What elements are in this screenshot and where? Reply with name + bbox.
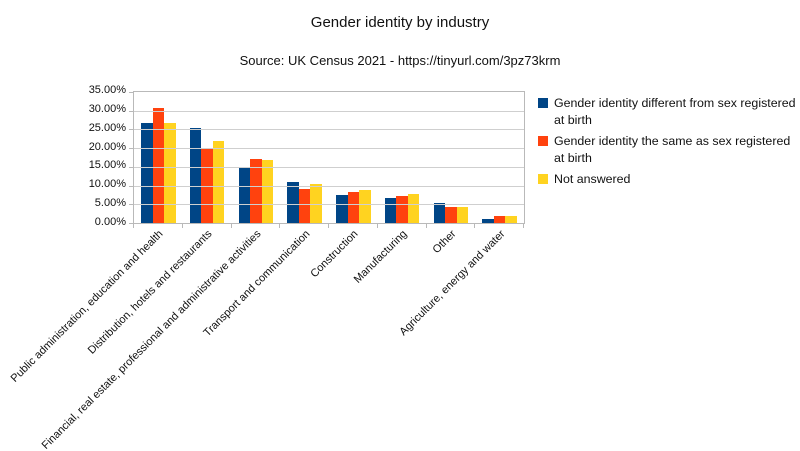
legend-label: Gender identity the same as sex register… [554, 134, 791, 165]
y-axis-tick-label: 30.00% [88, 102, 126, 115]
bar-groups [134, 92, 524, 223]
bar-group [232, 92, 281, 223]
bar [152, 107, 165, 223]
x-axis-category-label: Distribution, hotels and restaurants [85, 228, 215, 357]
x-axis-tick [523, 224, 524, 228]
y-axis-tick-label: 0.00% [94, 216, 126, 228]
legend-swatch-icon [538, 98, 548, 108]
bar [433, 202, 446, 223]
y-axis-tick [129, 223, 134, 224]
bar-group [475, 92, 524, 223]
bar [336, 194, 348, 223]
y-axis-tick-label: 25.00% [88, 121, 126, 134]
y-axis-labels: 0.00% 5.00% 10.00% 15.00% 20.00% 25.00% 30.00%… [0, 84, 126, 228]
x-axis-tick [133, 224, 134, 228]
x-axis-tick [474, 224, 476, 228]
bar-group [280, 92, 329, 223]
bar-group [427, 92, 476, 223]
bar-group [134, 92, 183, 223]
bar-group [378, 92, 427, 223]
legend-item: Gender identity the same as sex register… [538, 133, 798, 167]
x-axis-tick [279, 224, 281, 228]
x-axis-tick [328, 224, 329, 228]
bar [456, 206, 469, 223]
gridline [134, 204, 524, 206]
gridline [134, 166, 524, 168]
legend: Gender identity different from sex regis… [538, 95, 798, 192]
bar [359, 190, 371, 223]
bar [310, 183, 322, 223]
gridline [134, 148, 524, 150]
bar [347, 191, 360, 223]
plot-area [129, 91, 525, 228]
legend-label: Gender identity different from sex regis… [554, 96, 796, 127]
bar [482, 218, 494, 223]
bar [396, 196, 408, 223]
y-axis-tick [129, 166, 134, 168]
bar [445, 207, 457, 223]
x-axis-tick [230, 224, 232, 228]
y-axis-tick-label: 35.00% [88, 84, 126, 96]
bar [189, 127, 202, 223]
y-axis-tick [129, 204, 134, 206]
bar [493, 215, 506, 223]
x-axis-tick [425, 224, 427, 228]
y-axis-tick-label: 10.00% [88, 178, 126, 191]
bar [261, 160, 274, 223]
y-axis-tick [129, 148, 134, 150]
legend-swatch-icon [538, 136, 548, 146]
gridline [134, 185, 524, 187]
legend-label: Not answered [554, 172, 631, 186]
bar [212, 140, 225, 223]
y-axis-tick-label: 5.00% [94, 197, 126, 210]
y-axis-tick-label: 20.00% [88, 140, 126, 153]
bar [384, 197, 397, 223]
gridline [134, 129, 524, 131]
bar [287, 181, 299, 223]
chart-subtitle: Source: UK Census 2021 - https://tinyurl… [239, 53, 561, 68]
legend-item: Not answered [538, 171, 798, 188]
x-axis-tick [376, 224, 378, 228]
y-axis-tick [129, 110, 134, 112]
gridline [134, 110, 524, 112]
bar [238, 167, 251, 223]
bar [250, 159, 262, 223]
x-axis-labels: Public administration, education and hea… [9, 228, 523, 451]
chart-title: Gender identity by industry [310, 14, 490, 31]
bar [505, 216, 517, 223]
bar-group [329, 92, 378, 223]
bar [298, 189, 311, 223]
y-axis-tick [129, 92, 134, 93]
bar [407, 194, 420, 223]
legend-item: Gender identity different from sex regis… [538, 95, 798, 129]
x-axis-tick [181, 224, 183, 228]
y-axis-tick-label: 15.00% [88, 159, 126, 172]
bar [164, 122, 176, 223]
y-axis-tick [129, 185, 134, 187]
bar [141, 123, 153, 223]
y-axis-tick [129, 129, 134, 131]
legend-swatch-icon [538, 174, 548, 184]
